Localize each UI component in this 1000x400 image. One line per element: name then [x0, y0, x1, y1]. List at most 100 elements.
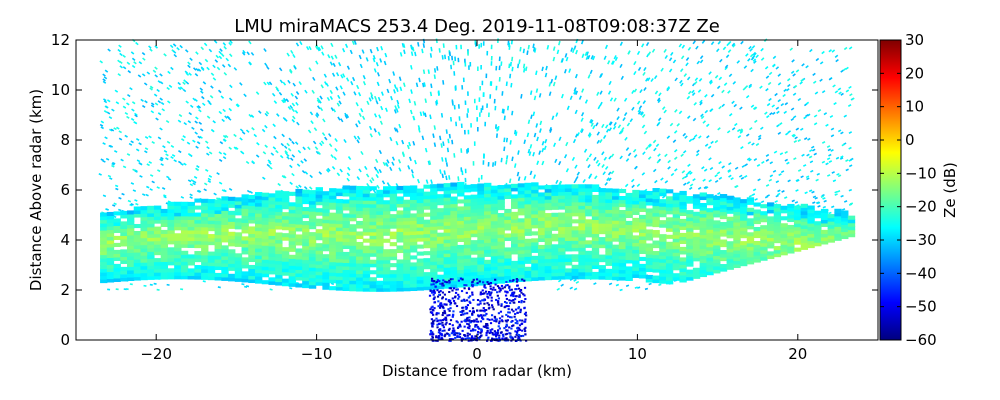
- reflectivity-noise: [445, 332, 449, 335]
- reflectivity-echo: [410, 89, 413, 94]
- reflectivity-echo: [780, 170, 785, 174]
- reflectivity-echo: [664, 180, 669, 184]
- reflectivity-cell: [403, 252, 411, 257]
- reflectivity-cell: [551, 226, 559, 231]
- reflectivity-cell: [174, 257, 182, 262]
- reflectivity-cell: [531, 266, 539, 271]
- reflectivity-echo: [167, 100, 171, 104]
- reflectivity-noise: [487, 296, 490, 299]
- reflectivity-echo: [433, 142, 437, 147]
- reflectivity-echo: [438, 48, 441, 53]
- reflectivity-noise: [474, 329, 477, 332]
- reflectivity-cell: [416, 202, 425, 207]
- reflectivity-echo: [362, 81, 366, 86]
- reflectivity-echo: [384, 107, 388, 112]
- reflectivity-echo: [375, 158, 379, 163]
- reflectivity-noise: [510, 320, 513, 323]
- reflectivity-cell: [699, 195, 707, 201]
- reflectivity-cell: [248, 247, 256, 252]
- reflectivity-echo: [159, 127, 163, 131]
- reflectivity-cell: [409, 276, 418, 281]
- reflectivity-echo: [630, 178, 635, 183]
- reflectivity-cell: [672, 196, 681, 201]
- reflectivity-cell: [268, 266, 276, 271]
- reflectivity-cell: [207, 255, 216, 260]
- reflectivity-echo: [647, 51, 652, 56]
- reflectivity-cell: [571, 243, 579, 248]
- reflectivity-cell: [537, 213, 546, 218]
- reflectivity-cell: [686, 234, 694, 239]
- reflectivity-cell: [793, 247, 802, 252]
- reflectivity-echo: [358, 112, 362, 118]
- reflectivity-echo: [527, 148, 531, 154]
- reflectivity-echo: [657, 153, 661, 157]
- reflectivity-echo: [364, 165, 368, 170]
- reflectivity-echo: [769, 112, 773, 116]
- reflectivity-echo: [817, 204, 821, 208]
- reflectivity-cell: [308, 249, 317, 254]
- reflectivity-echo: [790, 107, 795, 111]
- reflectivity-cell: [349, 245, 357, 250]
- reflectivity-cell: [315, 232, 323, 237]
- reflectivity-cell: [221, 266, 229, 271]
- reflectivity-cell: [376, 242, 384, 247]
- reflectivity-cell: [484, 182, 492, 187]
- reflectivity-echo: [294, 109, 299, 114]
- reflectivity-cell: [659, 255, 667, 260]
- reflectivity-cell: [463, 272, 472, 277]
- reflectivity-echo: [356, 84, 360, 90]
- reflectivity-echo: [166, 283, 170, 286]
- reflectivity-cell: [369, 242, 377, 247]
- reflectivity-echo: [401, 139, 405, 145]
- reflectivity-cell: [174, 275, 182, 280]
- reflectivity-noise: [431, 335, 434, 338]
- reflectivity-noise: [516, 329, 520, 332]
- reflectivity-cell: [706, 225, 714, 230]
- reflectivity-cell: [753, 202, 761, 207]
- reflectivity-cell: [564, 243, 573, 248]
- reflectivity-cell: [578, 212, 586, 217]
- reflectivity-cell: [416, 216, 425, 221]
- reflectivity-cell: [800, 235, 809, 240]
- reflectivity-cell: [100, 268, 108, 273]
- reflectivity-noise: [494, 288, 497, 291]
- reflectivity-noise: [523, 294, 526, 297]
- reflectivity-cell: [585, 184, 593, 189]
- reflectivity-cell: [726, 220, 734, 225]
- reflectivity-cell: [261, 220, 270, 225]
- reflectivity-echo: [703, 168, 708, 172]
- reflectivity-echo: [200, 90, 204, 94]
- reflectivity-echo: [517, 150, 520, 155]
- reflectivity-echo: [266, 163, 271, 168]
- reflectivity-cell: [834, 226, 842, 231]
- reflectivity-cell: [537, 185, 546, 190]
- reflectivity-cell: [524, 186, 532, 191]
- reflectivity-cell: [396, 217, 404, 222]
- reflectivity-cell: [511, 222, 519, 227]
- reflectivity-cell: [329, 212, 337, 217]
- reflectivity-noise: [509, 294, 513, 297]
- reflectivity-echo: [836, 190, 841, 193]
- reflectivity-cell: [409, 188, 418, 194]
- reflectivity-echo: [784, 196, 788, 199]
- reflectivity-cell: [544, 234, 553, 239]
- reflectivity-cell: [484, 266, 492, 271]
- reflectivity-echo: [725, 54, 730, 59]
- reflectivity-cell: [531, 203, 539, 208]
- reflectivity-cell: [740, 251, 748, 256]
- reflectivity-cell: [537, 195, 546, 201]
- reflectivity-cell: [719, 222, 728, 227]
- reflectivity-cell: [187, 275, 195, 280]
- reflectivity-cell: [248, 229, 256, 235]
- reflectivity-cell: [369, 259, 377, 264]
- reflectivity-cell: [396, 283, 404, 289]
- reflectivity-echo: [509, 140, 512, 145]
- reflectivity-echo: [517, 176, 521, 182]
- reflectivity-echo: [752, 188, 757, 192]
- reflectivity-cell: [585, 205, 593, 210]
- reflectivity-noise: [481, 292, 484, 295]
- reflectivity-echo: [218, 151, 223, 155]
- reflectivity-cell: [463, 219, 472, 224]
- reflectivity-cell: [362, 259, 371, 264]
- reflectivity-echo: [318, 171, 323, 175]
